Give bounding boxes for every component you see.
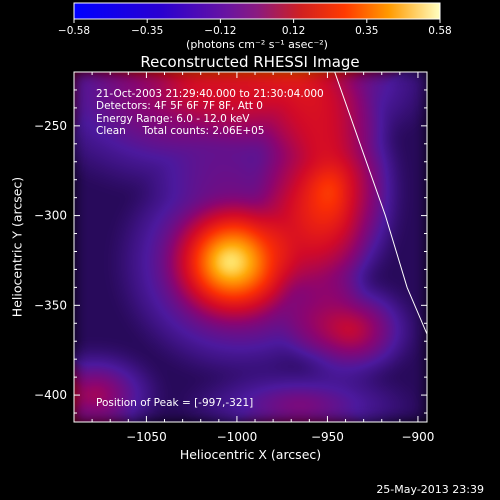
- plot-frame: [73, 71, 428, 423]
- info-clean-counts: Clean Total counts: 2.06E+05: [96, 124, 265, 137]
- axis-ticks: [74, 71, 427, 422]
- y-tick-label: −300: [34, 209, 67, 223]
- colorbar-tick-label: 0.12: [282, 25, 305, 37]
- y-tick-label: −400: [34, 388, 67, 402]
- x-tick-label: −900: [401, 430, 434, 444]
- x-axis-label: Heliocentric X (arcsec): [179, 447, 322, 462]
- colorbar-units-label: (photons cm⁻² s⁻¹ asec⁻²): [186, 38, 328, 51]
- colorbar-tick-label: 0.58: [428, 25, 451, 37]
- y-tick-label: −250: [34, 119, 67, 133]
- peak-position-text: Position of Peak = [-997,-321]: [96, 397, 254, 409]
- heatmap-image: [74, 72, 427, 422]
- x-tick-label: −1000: [217, 430, 258, 444]
- y-axis-label: Heliocentric Y (arcsec): [9, 176, 25, 318]
- colorbar-tick-label: −0.58: [58, 25, 90, 37]
- solar-limb-curve: [334, 72, 427, 335]
- colorbar: [73, 2, 441, 20]
- colorbar-tick-label: −0.12: [204, 25, 236, 37]
- observation-info: 21-Oct-2003 21:29:40.000 to 21:30:04.000…: [96, 88, 324, 137]
- timestamp: 25-May-2013 23:39: [376, 483, 484, 496]
- colorbar-tick-label: 0.35: [355, 25, 378, 37]
- colorbar-tick-label: −0.35: [131, 25, 163, 37]
- colorbar-ticks: [73, 19, 441, 23]
- x-tick-labels: −1050 −1000 −950 −900: [126, 430, 434, 444]
- chart-title: Reconstructed RHESSI Image: [140, 53, 360, 71]
- y-tick-label: −350: [34, 298, 67, 312]
- x-tick-label: −950: [311, 430, 344, 444]
- x-tick-label: −1050: [126, 430, 167, 444]
- info-energy-range: Energy Range: 6.0 - 12.0 keV: [96, 112, 250, 125]
- y-tick-labels: −250 −300 −350 −400: [34, 119, 67, 402]
- info-time-range: 21-Oct-2003 21:29:40.000 to 21:30:04.000: [96, 88, 324, 100]
- colorbar-tick-labels: −0.58 −0.35 −0.12 0.12 0.35 0.58: [58, 25, 452, 37]
- info-detectors: Detectors: 4F 5F 6F 7F 8F, Att 0: [96, 100, 263, 113]
